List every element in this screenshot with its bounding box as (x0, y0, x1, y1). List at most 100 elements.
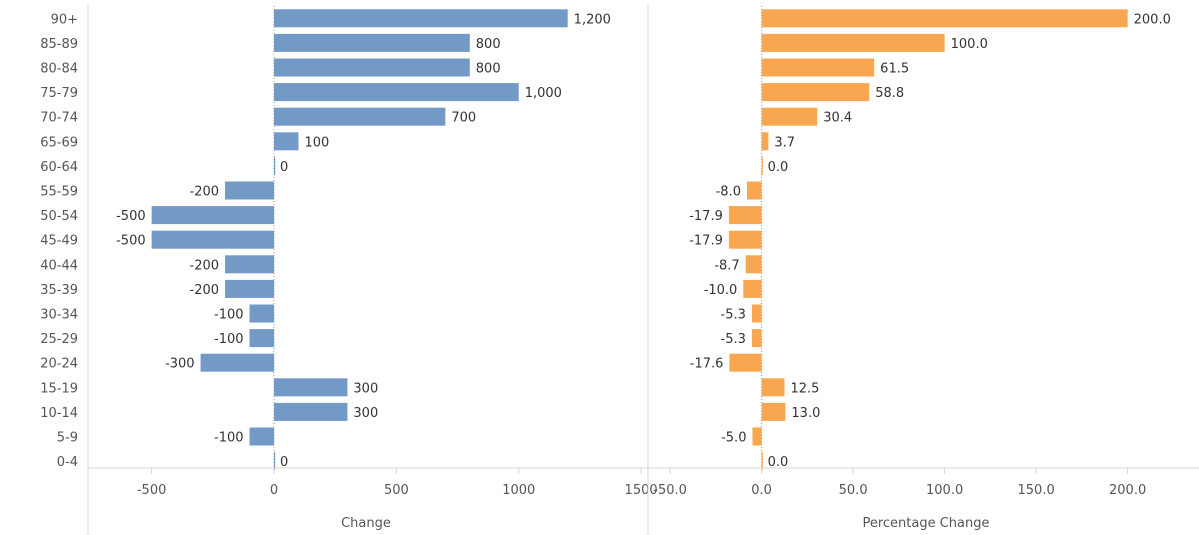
bar (752, 427, 762, 446)
category-label: 90+ (51, 12, 78, 27)
bar (225, 255, 274, 274)
bar (729, 353, 762, 372)
bar (761, 9, 1128, 28)
category-label: 60-64 (40, 160, 78, 175)
tick-label: 500 (384, 483, 409, 498)
data-label: 1,200 (574, 12, 611, 27)
bar (751, 304, 762, 323)
category-label: 25-29 (40, 332, 78, 347)
data-label: 12.5 (791, 381, 820, 396)
category-label: 80-84 (40, 62, 78, 77)
category-label: 65-69 (40, 135, 78, 150)
data-label: -200 (190, 283, 220, 298)
tick-label: 200.0 (1109, 483, 1146, 498)
data-label: -17.9 (689, 209, 723, 224)
bar (225, 279, 274, 298)
category-label: 70-74 (40, 111, 78, 126)
panel-change: 1,2008008001,0007001000-200-500-500-200-… (116, 6, 658, 498)
tick-label: 0.0 (751, 483, 772, 498)
bar (249, 329, 274, 348)
data-label: 0 (280, 160, 288, 175)
category-label: 50-54 (40, 209, 78, 224)
data-label: -5.0 (721, 431, 746, 446)
data-label: 0.0 (768, 455, 789, 470)
data-label: 300 (353, 406, 378, 421)
tick-label: 1000 (502, 483, 535, 498)
category-label: 55-59 (40, 185, 78, 200)
bar (761, 132, 769, 151)
data-label: -100 (214, 332, 244, 347)
bar (151, 206, 274, 225)
data-label: 61.5 (880, 62, 909, 77)
bar (274, 156, 276, 175)
bar (225, 181, 274, 200)
x-axis-title-change: Change (341, 516, 391, 531)
bar (249, 427, 274, 446)
tick-label: -500 (137, 483, 167, 498)
bar (743, 279, 762, 298)
category-label: 35-39 (40, 283, 78, 298)
bar (274, 83, 519, 102)
data-label: 1,000 (525, 86, 562, 101)
bar (274, 9, 568, 28)
tick-label: 50.0 (839, 483, 868, 498)
tick-label: 150.0 (1018, 483, 1055, 498)
category-label: 20-24 (40, 357, 78, 372)
data-label: -5.3 (721, 332, 746, 347)
data-label: -5.3 (721, 308, 746, 323)
data-label: -8.7 (714, 258, 739, 273)
data-label: 30.4 (823, 111, 852, 126)
tick-label: 100.0 (926, 483, 963, 498)
row-labels: 90+ 85-89 80-84 75-79 70-74 65-69 60-64 55-59 50… (40, 12, 78, 470)
bar (274, 33, 470, 52)
category-label: 0-4 (57, 455, 78, 470)
bar (274, 58, 470, 77)
tick-label: 0 (270, 483, 278, 498)
bar (746, 181, 762, 200)
data-label: 700 (451, 111, 476, 126)
bar (728, 230, 762, 249)
data-label: 800 (476, 62, 501, 77)
bar (745, 255, 762, 274)
data-label: 100 (304, 135, 329, 150)
bar (274, 107, 446, 126)
data-label: 58.8 (875, 86, 904, 101)
bar (761, 452, 763, 471)
bar (761, 83, 870, 102)
bar (761, 58, 875, 77)
bar (761, 378, 785, 397)
data-label: -100 (214, 308, 244, 323)
data-label: 0 (280, 455, 288, 470)
bar (151, 230, 274, 249)
panel-percentage-change: 200.0 100.0 61.5 58.8 30.4 3.7 0.0 -8.0 -17.9 -17… (653, 6, 1171, 498)
data-label: 13.0 (791, 406, 820, 421)
bar (761, 33, 945, 52)
bar (274, 402, 348, 421)
data-label: -10.0 (704, 283, 738, 298)
bar (761, 402, 786, 421)
data-label: -200 (190, 185, 220, 200)
data-label: -200 (190, 258, 220, 273)
category-label: 40-44 (40, 258, 78, 273)
data-label: 200.0 (1134, 12, 1171, 27)
data-label: 100.0 (951, 37, 988, 52)
data-label: -17.6 (690, 357, 724, 372)
data-label: 300 (353, 381, 378, 396)
bar (274, 452, 276, 471)
bar (751, 329, 762, 348)
bar (761, 156, 763, 175)
data-label: 0.0 (768, 160, 789, 175)
category-label: 10-14 (40, 406, 78, 421)
bar (728, 206, 762, 225)
bar (200, 353, 274, 372)
data-label: -8.0 (716, 185, 741, 200)
bar (249, 304, 274, 323)
data-label: -500 (116, 234, 146, 249)
bar (761, 107, 818, 126)
data-label: 800 (476, 37, 501, 52)
bar (274, 378, 348, 397)
tick-label: 1500 (625, 483, 658, 498)
category-label: 30-34 (40, 308, 78, 323)
x-axis-title-percentage-change: Percentage Change (862, 516, 989, 531)
